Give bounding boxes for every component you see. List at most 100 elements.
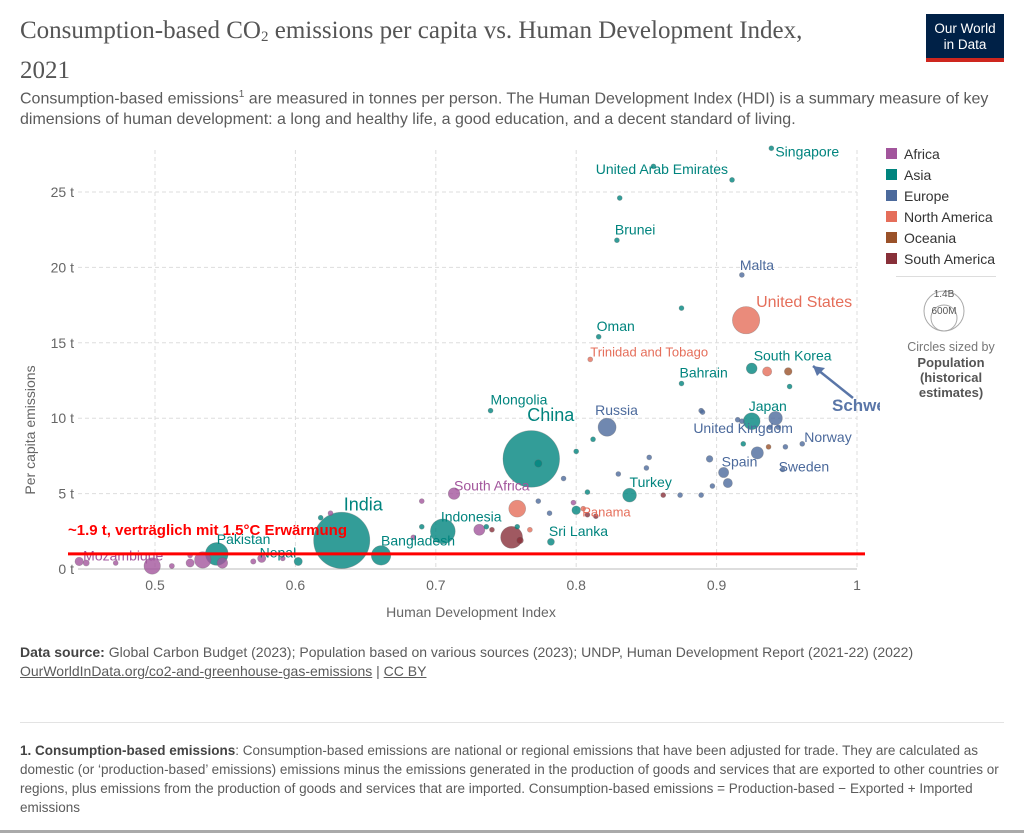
data-point[interactable] <box>516 536 524 545</box>
point-label[interactable]: Oman <box>597 318 635 334</box>
data-point-russia[interactable] <box>597 417 617 437</box>
data-point[interactable] <box>739 418 745 425</box>
point-label[interactable]: India <box>344 494 384 514</box>
data-point[interactable] <box>573 448 580 455</box>
data-point[interactable] <box>677 492 683 498</box>
data-point[interactable] <box>616 195 623 201</box>
data-point[interactable] <box>185 558 195 568</box>
data-point-sri-lanka[interactable] <box>547 538 555 546</box>
data-point-india[interactable] <box>313 511 371 569</box>
footnote-ref[interactable]: 1 <box>238 89 245 100</box>
data-point[interactable] <box>698 492 704 498</box>
legend-item-south-america[interactable]: South America <box>886 248 1016 269</box>
data-point-united-kingdom[interactable] <box>750 446 764 460</box>
data-point[interactable] <box>650 163 657 170</box>
legend-item-africa[interactable]: Africa <box>886 143 1016 164</box>
data-point[interactable] <box>489 526 495 533</box>
data-point-indonesia[interactable] <box>430 518 456 545</box>
legend-item-asia[interactable]: Asia <box>886 164 1016 185</box>
data-point[interactable] <box>570 499 577 506</box>
data-point[interactable] <box>590 436 596 443</box>
data-point[interactable] <box>593 513 599 520</box>
data-point[interactable] <box>782 444 789 450</box>
data-point[interactable] <box>112 560 119 566</box>
data-point-norway[interactable] <box>799 441 806 447</box>
point-label[interactable]: Japan <box>749 398 787 414</box>
data-point[interactable] <box>410 534 417 541</box>
data-point[interactable] <box>722 478 733 488</box>
data-point[interactable] <box>767 424 773 431</box>
data-point-mozambique[interactable] <box>74 556 84 567</box>
data-point[interactable] <box>418 498 425 504</box>
data-point-nepal[interactable] <box>293 557 303 566</box>
point-label[interactable]: Panama <box>582 505 631 520</box>
data-point[interactable] <box>571 505 581 515</box>
data-point-mongolia[interactable] <box>487 407 494 414</box>
legend-item-europe[interactable]: Europe <box>886 185 1016 206</box>
data-point[interactable] <box>762 366 773 377</box>
data-point[interactable] <box>584 489 591 495</box>
point-label[interactable]: Pakistan <box>217 531 271 547</box>
point-label[interactable]: Sweden <box>779 458 830 474</box>
data-point[interactable] <box>194 551 212 569</box>
data-point-singapore[interactable] <box>768 145 775 152</box>
data-point-south-africa[interactable] <box>447 487 461 500</box>
data-point[interactable] <box>775 424 782 431</box>
data-point-bangladesh[interactable] <box>370 545 392 566</box>
data-point[interactable] <box>317 514 324 521</box>
data-point-sweden[interactable] <box>779 466 786 473</box>
data-point-brunei[interactable] <box>614 237 620 244</box>
data-point[interactable] <box>535 498 542 504</box>
data-point[interactable] <box>584 511 591 518</box>
point-label[interactable]: United Arab Emirates <box>596 161 728 177</box>
data-point-united-arab-emirates[interactable] <box>729 177 735 183</box>
data-point[interactable] <box>483 523 490 530</box>
data-point[interactable] <box>168 563 175 569</box>
data-point-oman[interactable] <box>595 333 602 340</box>
data-point[interactable] <box>709 483 716 489</box>
point-label[interactable]: South Africa <box>454 478 530 494</box>
data-point[interactable] <box>473 523 486 536</box>
data-point[interactable] <box>705 455 714 463</box>
data-point[interactable] <box>418 523 425 530</box>
point-label[interactable]: Malta <box>740 257 774 273</box>
point-label[interactable]: South Korea <box>754 347 832 363</box>
data-point[interactable] <box>765 444 772 450</box>
license-link[interactable]: CC BY <box>383 663 427 679</box>
data-point-united-states[interactable] <box>732 306 761 335</box>
point-label[interactable]: Turkey <box>630 474 672 490</box>
point-label[interactable]: Brunei <box>615 221 655 237</box>
data-point[interactable] <box>82 559 90 567</box>
data-point[interactable] <box>250 558 257 565</box>
legend-item-oceania[interactable]: Oceania <box>886 227 1016 248</box>
data-point[interactable] <box>678 305 685 311</box>
data-point[interactable] <box>560 475 567 482</box>
data-point-turkey[interactable] <box>622 487 637 503</box>
data-point[interactable] <box>514 523 521 530</box>
point-label[interactable]: China <box>527 405 575 425</box>
data-point[interactable] <box>643 465 650 471</box>
data-point[interactable] <box>740 441 747 447</box>
data-point[interactable] <box>699 409 706 415</box>
data-point-trinidad-and-tobago[interactable] <box>587 356 594 363</box>
point-label[interactable]: Spain <box>722 453 758 469</box>
data-point[interactable] <box>615 471 622 477</box>
data-point-panama[interactable] <box>580 505 587 512</box>
point-label[interactable]: United Kingdom <box>693 420 793 436</box>
point-label[interactable]: Mongolia <box>491 392 548 408</box>
data-point[interactable] <box>646 454 653 461</box>
point-label[interactable]: Indonesia <box>441 508 502 524</box>
owid-logo[interactable]: Our World in Data <box>926 14 1004 62</box>
data-point[interactable] <box>143 557 161 575</box>
data-point-spain[interactable] <box>718 467 730 478</box>
point-label[interactable]: United States <box>756 294 852 311</box>
data-point[interactable] <box>279 555 286 562</box>
point-label[interactable]: Singapore <box>775 143 839 159</box>
data-point-south-korea[interactable] <box>745 362 758 375</box>
legend-item-north-america[interactable]: North America <box>886 206 1016 227</box>
data-point[interactable] <box>534 459 543 468</box>
data-point[interactable] <box>660 492 667 498</box>
data-point-bahrain[interactable] <box>678 380 685 387</box>
data-point[interactable] <box>786 383 793 390</box>
data-point[interactable] <box>768 411 783 426</box>
